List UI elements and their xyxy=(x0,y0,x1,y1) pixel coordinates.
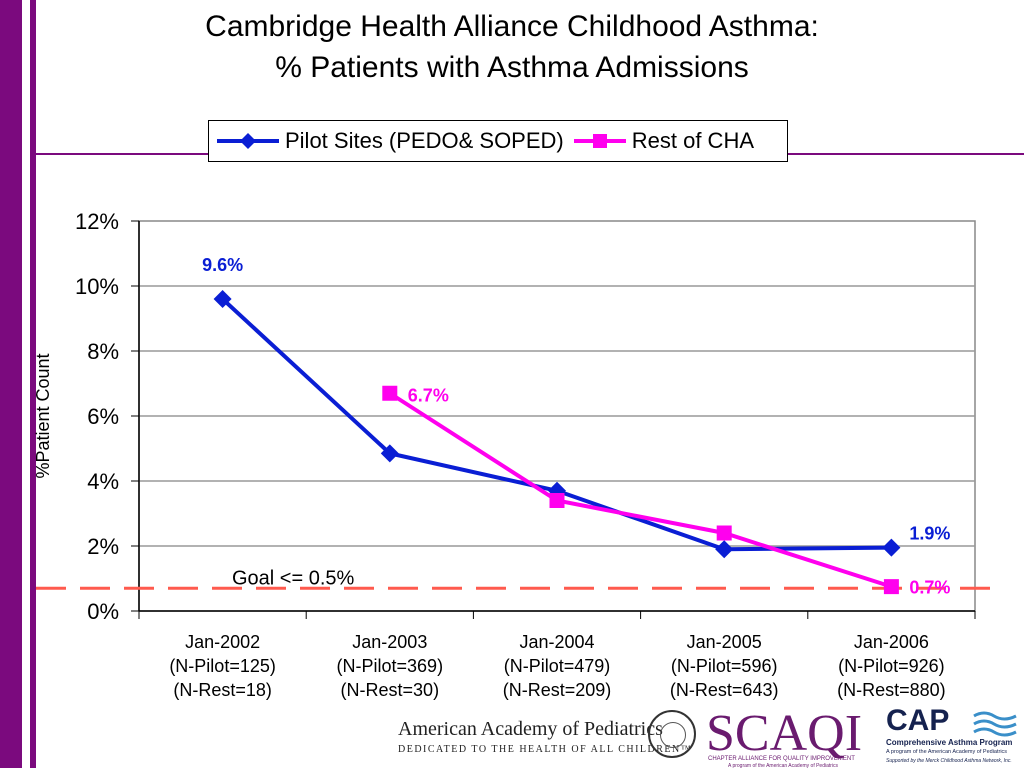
x-tick-label: (N-Rest=643) xyxy=(670,680,779,700)
data-label: 0.7% xyxy=(909,578,950,598)
x-tick-label: (N-Rest=30) xyxy=(341,680,440,700)
data-point xyxy=(549,493,565,508)
cap-logo: CAP Comprehensive Asthma Program A progr… xyxy=(886,704,1022,768)
y-tick-label: 6% xyxy=(87,404,119,429)
waves-icon xyxy=(973,711,1017,737)
x-tick-label: Jan-2003 xyxy=(352,632,427,652)
x-tick-label: Jan-2005 xyxy=(687,632,762,652)
goal-label: Goal <= 0.5% xyxy=(232,567,355,589)
data-point xyxy=(716,525,732,541)
y-axis-label: %Patient Count xyxy=(33,353,53,478)
x-tick-label: (N-Rest=18) xyxy=(173,680,272,700)
aap-seal-icon xyxy=(648,710,696,758)
legend-label-pilot: Pilot Sites (PEDO& SOPED) xyxy=(285,128,564,153)
data-label: 9.6% xyxy=(202,255,243,275)
aap-name: American Academy of Pediatrics xyxy=(398,718,663,740)
y-tick-label: 4% xyxy=(87,469,119,494)
caqi-mark: SCAQI xyxy=(706,705,863,762)
data-point xyxy=(715,540,734,559)
sponsor-logos: American Academy of Pediatrics DEDICATED… xyxy=(0,702,1024,769)
x-tick-label: (N-Pilot=596) xyxy=(671,656,778,676)
x-tick-label: (N-Pilot=369) xyxy=(337,656,444,676)
data-point xyxy=(882,538,901,557)
diamond-marker-icon xyxy=(217,133,279,149)
aap-logo: American Academy of Pediatrics DEDICATED… xyxy=(398,718,692,755)
cap-line-3: Supported by the Merck Childhood Asthma … xyxy=(886,758,1012,764)
caqi-subtitle: CHAPTER ALLIANCE FOR QUALITY IMPROVEMENT xyxy=(708,756,855,762)
x-tick-label: (N-Rest=880) xyxy=(837,680,946,700)
cap-line-2: A program of the American Academy of Ped… xyxy=(886,749,1008,755)
aap-tagline: DEDICATED TO THE HEALTH OF ALL CHILDREN™ xyxy=(398,744,693,755)
legend-item-pilot: Pilot Sites (PEDO& SOPED) xyxy=(217,128,564,154)
x-tick-label: Jan-2004 xyxy=(519,632,594,652)
y-tick-label: 10% xyxy=(75,274,119,299)
square-marker-icon xyxy=(573,134,626,148)
x-tick-label: (N-Rest=209) xyxy=(503,680,612,700)
y-tick-label: 0% xyxy=(87,599,119,624)
y-tick-label: 2% xyxy=(87,534,119,559)
cap-mark: CAP xyxy=(886,704,950,737)
data-point xyxy=(382,385,398,401)
y-tick-label: 8% xyxy=(87,339,119,364)
cap-line-1: Comprehensive Asthma Program xyxy=(886,738,1013,747)
caqi-logo: SCAQI CHAPTER ALLIANCE FOR QUALITY IMPRO… xyxy=(706,705,876,769)
legend-label-rest: Rest of CHA xyxy=(631,128,755,153)
left-accent-bar xyxy=(0,0,22,768)
chart-title-line-2: % Patients with Asthma Admissions xyxy=(275,51,749,84)
series-line xyxy=(388,391,893,589)
data-point xyxy=(883,579,899,595)
data-label: 6.7% xyxy=(408,385,449,405)
data-point xyxy=(213,290,232,308)
line-chart: 0% 2% 4% 6% 8% 10% 12% Jan-2002 (N-Pilot=125) (N… xyxy=(33,209,1000,700)
x-tick-label: Jan-2006 xyxy=(854,632,929,652)
y-tick-label: 12% xyxy=(75,209,119,234)
left-accent-bar-thin xyxy=(30,0,36,768)
x-tick-label: (N-Pilot=125) xyxy=(169,656,276,676)
chart-title-line-1: Cambridge Health Alliance Childhood Asth… xyxy=(205,10,819,43)
x-tick-label: (N-Pilot=926) xyxy=(838,656,945,676)
x-tick-label: Jan-2002 xyxy=(185,632,260,652)
data-point xyxy=(380,444,399,463)
chart-legend: Pilot Sites (PEDO& SOPED) Rest of CHA xyxy=(208,120,788,162)
x-tick-label: (N-Pilot=479) xyxy=(504,656,611,676)
legend-item-rest: Rest of CHA xyxy=(573,128,755,154)
caqi-subtitle-2: A program of the American Academy of Ped… xyxy=(728,763,839,769)
data-label: 1.9% xyxy=(909,524,950,544)
